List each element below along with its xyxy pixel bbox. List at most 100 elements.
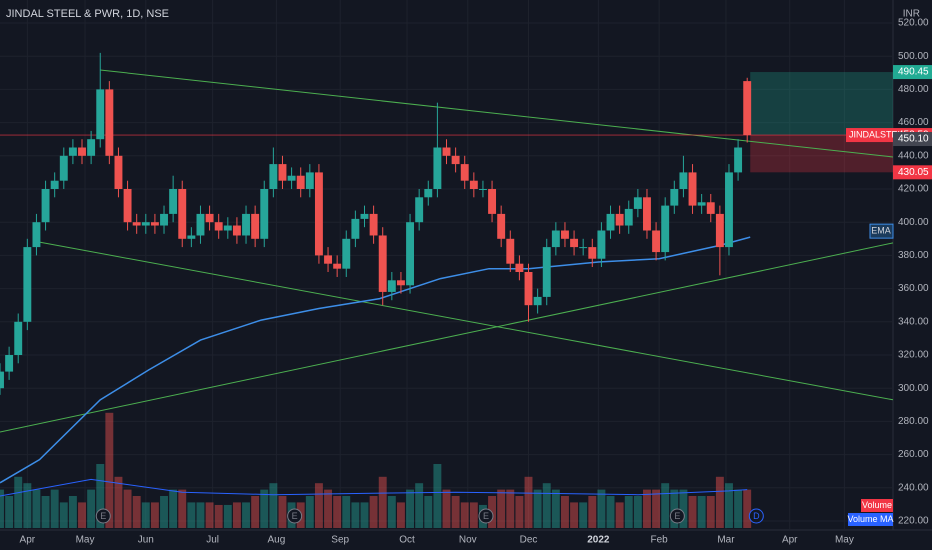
candle-body <box>415 197 424 223</box>
volume-bar <box>169 489 178 528</box>
ema-line <box>0 236 751 484</box>
x-tick-label: Sep <box>331 535 349 546</box>
volume-bar <box>269 483 278 528</box>
candle-body <box>105 89 114 156</box>
candle-body <box>533 296 542 306</box>
y-tick-label: 260.00 <box>898 449 929 460</box>
candle-body <box>150 222 159 226</box>
y-tick-label: 460.00 <box>898 117 929 128</box>
volume-bar <box>260 489 269 528</box>
candle-body <box>406 222 415 286</box>
event-marker <box>669 508 685 524</box>
volume-bar <box>105 412 114 528</box>
candle-body <box>342 238 351 269</box>
candle-body <box>160 213 168 226</box>
volume-tag-label: Volume <box>862 500 892 510</box>
symbol-tag-label: JINDALSTEL <box>849 129 903 139</box>
y-tick-label: 280.00 <box>898 416 929 427</box>
volume-ma-tag <box>848 513 893 526</box>
candle-body <box>378 235 387 292</box>
x-tick-label: Dec <box>520 535 538 546</box>
candle-body <box>187 235 196 239</box>
event-label: D <box>753 511 760 521</box>
volume-bar <box>706 496 715 528</box>
volume-bar <box>232 502 241 528</box>
candle-body <box>123 189 132 223</box>
volume-bar <box>725 483 733 528</box>
volume-bar <box>542 483 551 528</box>
candle-body <box>734 147 743 173</box>
volume-bar <box>242 502 250 528</box>
candle-body <box>78 147 86 156</box>
volume-bar <box>679 489 688 528</box>
volume-bar <box>506 489 515 528</box>
volume-bar <box>251 496 260 528</box>
candle-body <box>0 371 4 389</box>
volume-bar <box>697 496 706 528</box>
volume-bar <box>314 483 323 528</box>
y-tick-label: 300.00 <box>898 383 929 394</box>
candle-body <box>743 81 752 136</box>
volume-bar <box>624 496 633 528</box>
candle-body <box>433 147 442 189</box>
grid <box>0 0 893 530</box>
volume-bar <box>442 489 451 528</box>
volume-bar <box>396 502 405 528</box>
price-tag <box>893 132 932 147</box>
candle-body <box>469 180 478 189</box>
candle-body <box>442 147 451 156</box>
volume-bar <box>469 502 478 528</box>
volume-bar <box>533 489 542 528</box>
volume-bar <box>123 489 132 528</box>
candle-body <box>305 172 314 189</box>
volume-bar <box>78 502 86 528</box>
volume-bar <box>305 496 314 528</box>
candle-body <box>232 225 241 236</box>
candle-body <box>205 213 214 223</box>
volume-bar <box>688 496 697 528</box>
volume-bar <box>570 502 579 528</box>
volume-bar <box>68 496 77 528</box>
volume-bar <box>515 496 524 528</box>
candle-body <box>287 175 296 181</box>
candle-body <box>460 164 469 181</box>
volume-bar <box>160 496 168 528</box>
x-tick-label: 2022 <box>587 535 610 546</box>
candle-body <box>633 197 642 209</box>
candle-body <box>542 247 551 297</box>
candle-body <box>32 222 41 248</box>
x-tick-label: Apr <box>20 535 36 546</box>
volume-bar <box>132 496 141 528</box>
volume-bar <box>551 489 560 528</box>
y-tick-label: 220.00 <box>898 516 929 527</box>
candle-body <box>260 189 269 239</box>
candle-body <box>351 218 360 239</box>
volume-bar <box>497 489 506 528</box>
x-tick-label: Apr <box>782 535 798 546</box>
volume-bar <box>378 476 387 528</box>
candle-body <box>697 202 706 206</box>
y-tick-label: 440.00 <box>898 150 929 161</box>
candle-body <box>296 175 305 189</box>
candle-body <box>278 164 287 181</box>
volume-bar <box>205 502 214 528</box>
volume-bar <box>387 496 396 528</box>
y-tick-label: 360.00 <box>898 283 929 294</box>
event-marker <box>95 508 111 524</box>
volume-bar <box>734 489 743 528</box>
volume-bar <box>597 489 606 528</box>
volume-bar <box>661 483 670 528</box>
volume-bar <box>59 502 68 528</box>
y-tick-label: 480.00 <box>898 84 929 95</box>
candle-body <box>670 189 679 206</box>
candle-body <box>451 155 460 165</box>
candle-body <box>196 213 205 236</box>
volume-bar <box>141 502 150 528</box>
volume-bar <box>652 489 661 528</box>
event-label: E <box>674 511 680 521</box>
volume-bar <box>5 496 14 528</box>
volume-bar <box>50 489 59 528</box>
